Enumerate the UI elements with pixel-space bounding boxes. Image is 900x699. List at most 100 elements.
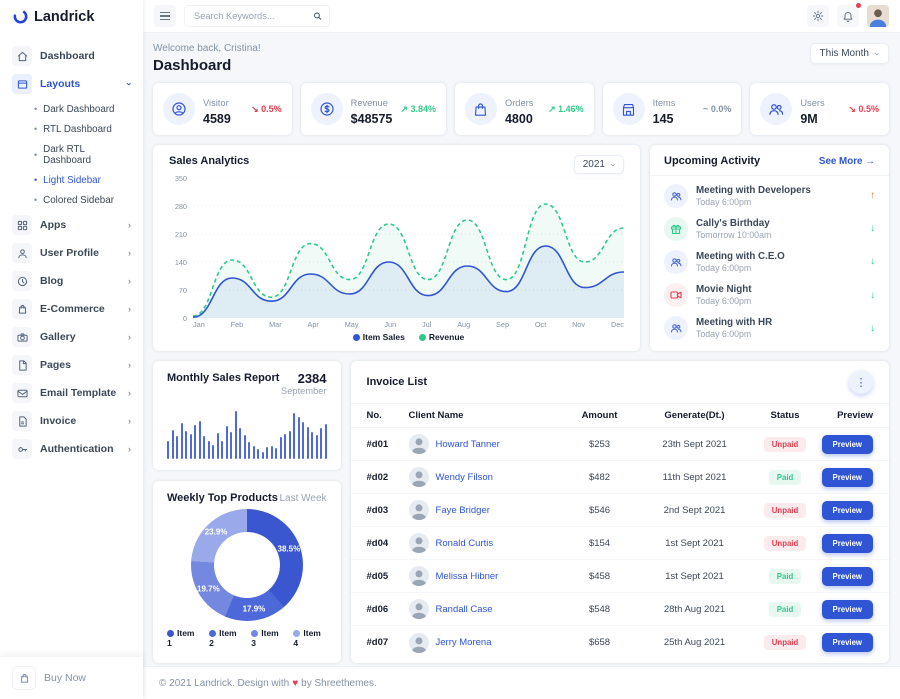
- client-name-link[interactable]: Randall Case: [435, 603, 493, 615]
- invoice-amount: $458: [588, 570, 611, 582]
- dots-vertical-icon: ⋮: [855, 376, 867, 389]
- bar: [288, 431, 291, 459]
- arrow-down-icon: ↓: [870, 322, 875, 334]
- period-select[interactable]: This Month ›: [809, 43, 889, 64]
- camera-icon: [12, 327, 32, 347]
- legend-item-2: Item 2: [209, 628, 242, 648]
- stat-change-value: 0.0%: [710, 104, 732, 114]
- col-client-name: Client Name: [408, 410, 464, 421]
- client-name-link[interactable]: Jerry Morena: [435, 637, 492, 648]
- invoice-status: Unpaid: [749, 535, 822, 551]
- file-icon: [12, 355, 32, 375]
- client-name-link[interactable]: Ronald Curtis: [435, 537, 494, 549]
- invoice-client: Randall Case: [408, 599, 559, 619]
- legend-dot: [251, 630, 259, 637]
- activity-item[interactable]: Movie Night Today 6:00pm ↓: [664, 283, 875, 308]
- sidebar-item-authentication[interactable]: Authentication ›: [0, 436, 143, 462]
- sidebar-item-email-template[interactable]: Email Template ›: [0, 380, 143, 406]
- invoice-preview: Preview: [821, 633, 873, 652]
- client-name-link[interactable]: Melissa Hibner: [435, 570, 499, 582]
- sidebar: Landrick Dashboard Layouts › • Dark Dashb…: [0, 0, 143, 699]
- x-axis-labels: Jan Feb Mar Apr May Jun Jul Aug Sep Oct Nov Dec: [193, 320, 624, 329]
- preview-button[interactable]: Preview: [821, 633, 873, 652]
- bar: [284, 434, 286, 459]
- sidebar-subitem-dark-dashboard[interactable]: • Dark Dashboard: [0, 99, 143, 119]
- notifications-button[interactable]: [837, 3, 861, 27]
- client-name-link[interactable]: Howard Tanner: [435, 438, 500, 450]
- table-row: #d04 Ronald Curtis $154 1st Sept 2021 Un…: [350, 527, 889, 560]
- legend-revenue: Revenue: [418, 332, 465, 342]
- sidebar-item-blog[interactable]: Blog ›: [0, 268, 143, 294]
- buy-now-button[interactable]: Buy Now: [0, 657, 143, 699]
- legend-label: Revenue: [428, 332, 465, 342]
- bar: [176, 435, 178, 459]
- invoice-date: 11th Sept 2021: [662, 471, 727, 483]
- preview-button[interactable]: Preview: [821, 533, 873, 553]
- preview-button[interactable]: Preview: [821, 599, 873, 619]
- stat-change: ↗ 1.46%: [548, 104, 584, 115]
- preview-button[interactable]: Preview: [821, 500, 873, 520]
- sidebar-subitem-colored-sidebar[interactable]: • Colored Sidebar: [0, 190, 143, 210]
- bar: [275, 448, 277, 459]
- client-name-link[interactable]: Faye Bridger: [435, 504, 490, 516]
- stat-value: 4800: [504, 111, 533, 126]
- x-axis-tick: Jun: [384, 320, 397, 329]
- sidebar-item-layouts[interactable]: Layouts ›: [0, 71, 143, 97]
- invoice-status: Paid: [749, 469, 822, 485]
- weekly-subtitle: Last Week: [279, 492, 327, 504]
- search-input[interactable]: [192, 10, 310, 22]
- sidebar-item-invoice[interactable]: Invoice ›: [0, 408, 143, 434]
- donut-hole: [213, 532, 280, 598]
- invoice-no: #d05: [366, 570, 389, 582]
- legend-dot: [418, 334, 426, 341]
- arrow-down-icon: ↓: [870, 289, 875, 301]
- stat-card-revenue: Revenue $48575 ↗ 3.84%: [300, 83, 446, 135]
- invoice-client: Howard Tanner: [408, 434, 559, 454]
- year-select[interactable]: 2021 ›: [573, 155, 624, 174]
- col-preview: Preview: [837, 410, 873, 421]
- sidebar-subitem-rtl-dashboard[interactable]: • RTL Dashboard: [0, 119, 143, 139]
- sidebar-subitem-dark-rtl-dashboard[interactable]: • Dark RTL Dashboard: [0, 139, 143, 170]
- activity-item[interactable]: Meeting with C.E.O Today 6:00pm ↓: [664, 249, 875, 274]
- legend-dot: [167, 630, 174, 637]
- activity-item[interactable]: Meeting with Developers Today 6:00pm ↑: [664, 183, 875, 208]
- stat-change-value: 1.46%: [558, 103, 584, 114]
- user-avatar[interactable]: [867, 5, 889, 27]
- bar: [185, 431, 187, 459]
- stat-change-value: 0.5%: [261, 103, 282, 114]
- legend-label: Item Sales: [362, 332, 405, 342]
- sidebar-item-user-profile[interactable]: User Profile ›: [0, 240, 143, 266]
- sidebar-item-label: Gallery: [40, 331, 76, 343]
- bar: [324, 424, 327, 459]
- activity-item-time: Today 6:00pm: [696, 262, 752, 273]
- sidebar-item-ecommerce[interactable]: E-Commerce ›: [0, 296, 143, 322]
- search-icon[interactable]: [313, 11, 322, 21]
- sidebar-item-apps[interactable]: Apps ›: [0, 212, 143, 238]
- invoice-menu-button[interactable]: ⋮: [849, 370, 873, 394]
- sidebar-item-pages[interactable]: Pages ›: [0, 352, 143, 378]
- bell-icon: [843, 12, 853, 22]
- sidebar-subitem-light-sidebar[interactable]: • Light Sidebar: [0, 170, 143, 190]
- col-status: Status: [770, 410, 800, 421]
- donut-chart: 38.5% 17.9% 19.7% 23.9%: [190, 509, 303, 621]
- key-icon: [12, 439, 32, 459]
- status-badge: Unpaid: [763, 502, 807, 518]
- status-badge: Paid: [768, 469, 802, 485]
- page-content: Welcome back, Cristina! Dashboard This M…: [143, 33, 900, 666]
- preview-button[interactable]: Preview: [821, 434, 873, 454]
- settings-button[interactable]: [807, 5, 829, 27]
- sidebar-item-gallery[interactable]: Gallery ›: [0, 324, 143, 350]
- preview-button[interactable]: Preview: [821, 467, 873, 487]
- monthly-month: September: [281, 386, 327, 397]
- brand-name: Landrick: [34, 8, 95, 25]
- x-axis-tick: Jul: [422, 320, 432, 329]
- menu-toggle-button[interactable]: [154, 5, 176, 27]
- see-more-link[interactable]: See More →: [819, 156, 875, 167]
- sidebar-item-dashboard[interactable]: Dashboard: [0, 43, 143, 69]
- preview-button[interactable]: Preview: [821, 566, 873, 586]
- stat-label: Revenue: [350, 97, 388, 108]
- activity-item[interactable]: Cally's Birthday Tomorrow 10:00am ↓: [664, 216, 875, 241]
- client-name-link[interactable]: Wendy Filson: [435, 471, 493, 483]
- brand-logo[interactable]: Landrick: [0, 0, 143, 33]
- activity-item[interactable]: Meeting with HR Today 6:00pm ↓: [664, 316, 875, 341]
